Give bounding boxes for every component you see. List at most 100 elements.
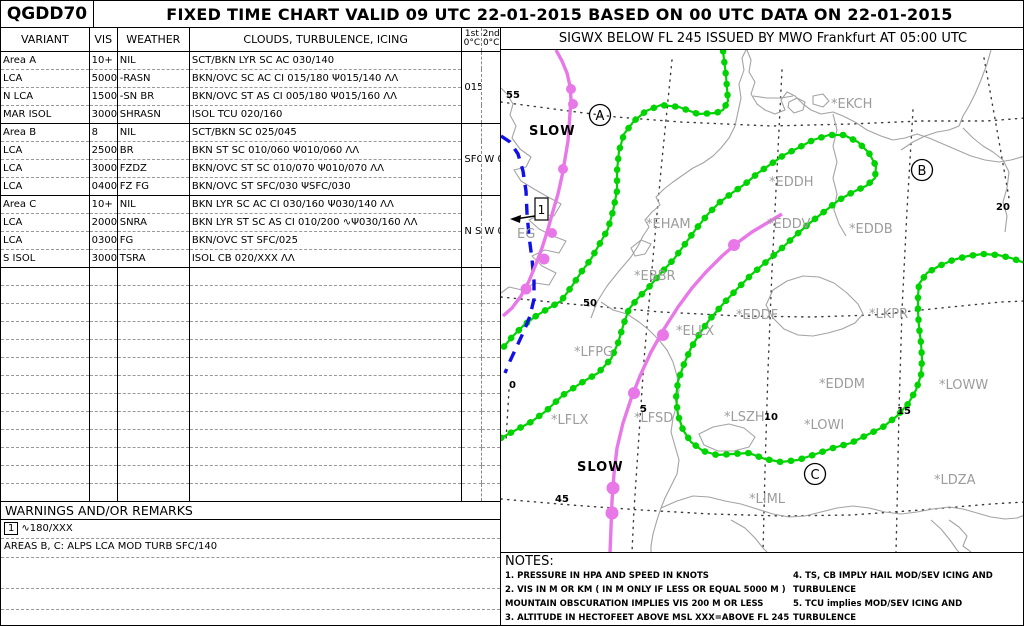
station-lfsd: *LFSD: [634, 411, 673, 426]
area-markers: A B C: [588, 103, 934, 486]
map-panel: SIGWX BELOW FL 245 ISSUED BY MWO Frankfu…: [501, 28, 1023, 625]
table-row: LCA 3000 FZDZ BKN/OVC ST SC 010/070 Ψ010…: [1, 159, 500, 178]
station-eddv: *EDDV: [767, 217, 811, 232]
warnings-row: AREAS B, C: ALPS LCA MOD TURB SFC/140: [1, 539, 500, 558]
note-line: 1. PRESSURE IN HPA AND SPEED IN KNOTS: [505, 571, 709, 581]
note-line: 3. ALTITUDE IN HECTOFEET ABOVE MSL XXX=A…: [505, 613, 790, 623]
freezing-level-2: [481, 51, 500, 124]
warm-front-central: [608, 212, 783, 552]
empty-row: [1, 303, 500, 322]
station-lszh: *LSZH: [724, 410, 765, 425]
table-row: Area B 8 NIL SCT/BKN SC 025/045 SFC W 01…: [1, 123, 500, 196]
station-loww: *LOWW: [939, 378, 988, 393]
empty-row: [1, 411, 500, 430]
station-liml: *LIML: [749, 492, 786, 507]
table-row: N LCA 1500 -SN BR BKN/OVC ST AS CI 005/1…: [1, 87, 500, 106]
station-eddf: *EDDF: [736, 308, 778, 323]
station-ebbr: *EBBR: [634, 269, 676, 284]
front-movement-label: SLOW: [577, 460, 624, 475]
empty-row: [1, 483, 500, 501]
station-eg: EG: [517, 227, 535, 242]
lat-label-45: 45: [555, 494, 569, 505]
lon-label-0: 0: [509, 380, 516, 391]
empty-row: [1, 285, 500, 304]
lon-label-15: 15: [897, 406, 911, 417]
warnings-row: 1 ∿180/XXX: [1, 520, 500, 539]
col-first-freezing: 1st 0°C: [461, 28, 482, 52]
area-marker-c: C: [810, 468, 819, 483]
variant-table-panel: VARIANT VIS WEATHER CLOUDS, TURBULENCE, …: [1, 28, 501, 501]
empty-row: [1, 321, 500, 340]
freezing-level-1: N SFC E 055: [461, 195, 482, 268]
table-row: LCA 0300 FG BKN/OVC ST SFC/025: [1, 231, 500, 250]
station-lflx: *LFLX: [551, 413, 588, 428]
freezing-level-1: 015: [461, 51, 482, 124]
table-row: Area A 10+ NIL SCT/BKN LYR SC AC 030/140…: [1, 51, 500, 124]
map-title: SIGWX BELOW FL 245 ISSUED BY MWO Frankfu…: [501, 28, 1023, 50]
col-variant: VARIANT: [1, 28, 90, 52]
col-second-freezing: 2nd 0°C: [481, 28, 500, 52]
variant-table: VARIANT VIS WEATHER CLOUDS, TURBULENCE, …: [1, 28, 500, 501]
warnings-empty-row: [1, 589, 500, 610]
table-row: LCA 0400 FZ FG BKN/OVC ST SFC/030 ΨSFC/0…: [1, 177, 500, 196]
empty-row: [1, 357, 500, 376]
warnings-panel: WARNINGS AND/OR REMARKS 1 ∿180/XXX AREAS …: [1, 501, 501, 625]
table-header-row: VARIANT VIS WEATHER CLOUDS, TURBULENCE, …: [1, 28, 500, 52]
warnings-title: WARNINGS AND/OR REMARKS: [1, 502, 500, 520]
cloud-area-boundaries: [501, 50, 1023, 466]
lat-label-50: 50: [583, 298, 597, 309]
table-row: LCA 2500 BR BKN ST SC 010/060 Ψ010/060 Λ…: [1, 141, 500, 160]
lon-label-5: 5: [640, 404, 647, 415]
station-labels: *EKCH *EDDH *EDDV *EDDB *EHAM *EBBR *EDD…: [551, 97, 988, 507]
lon-label-20: 20: [996, 202, 1010, 213]
notes-title: NOTES:: [505, 554, 554, 569]
cloud-boundary-main: [501, 133, 1023, 464]
station-ellx: *ELLX: [676, 324, 714, 339]
station-lowi: *LOWI: [804, 418, 844, 433]
chart-code: QGDD70: [1, 1, 94, 27]
marker-number: 1: [538, 203, 546, 217]
notes-panel: NOTES: 1. PRESSURE IN HPA AND SPEED IN K…: [501, 552, 1023, 625]
station-eham: *EHAM: [646, 217, 691, 232]
sigwx-map: EG 1 *EKCH *EDDH: [501, 50, 1023, 552]
graticule: [501, 57, 1023, 552]
station-eddm: *EDDM: [819, 377, 865, 392]
empty-row: [1, 375, 500, 394]
empty-row: [1, 447, 500, 466]
station-ldza: *LDZA: [934, 473, 976, 488]
coordinate-labels: 55 50 45 0 5 10 15 20: [506, 90, 1010, 505]
station-lfpg: *LFPG: [574, 345, 613, 360]
reference-box: 1: [4, 522, 19, 535]
fronts: [501, 50, 783, 552]
freezing-level-2: W 030: [481, 195, 500, 268]
empty-row: [1, 339, 500, 358]
lon-label-10: 10: [764, 412, 778, 423]
front-movement-label: SLOW: [529, 124, 576, 139]
empty-row: [1, 267, 500, 286]
notes-right-column: 4. TS, CB IMPLY HAIL MOD/SEV ICING AND T…: [793, 569, 1021, 625]
station-eddb: *EDDB: [849, 222, 893, 237]
chart-title: FIXED TIME CHART VALID 09 UTC 22-01-2015…: [166, 4, 953, 24]
table-row: LCA 5000 -RASN BKN/OVC SC AC CI 015/180 …: [1, 69, 500, 88]
freezing-level-2: W 010 SE 050: [481, 123, 500, 196]
trough-line: [501, 134, 536, 374]
note-line: 4. TS, CB IMPLY HAIL MOD/SEV ICING AND T…: [793, 571, 993, 595]
station-ekch: *EKCH: [831, 97, 872, 112]
lat-label-55: 55: [506, 90, 520, 101]
mountain-wave-marker: 1: [510, 197, 549, 223]
station-lkpr: *LKPR: [869, 307, 908, 322]
station-eddh: *EDDH: [769, 175, 814, 190]
empty-row: [1, 465, 500, 484]
table-row: MAR ISOL 3000 SHRASN ISOL TCU 020/160: [1, 105, 500, 124]
col-weather: WEATHER: [117, 28, 190, 52]
empty-row: [1, 393, 500, 412]
warnings-empty-row: [1, 558, 500, 589]
freezing-level-1: SFC: [461, 123, 482, 196]
table-row: LCA 2000 SNRA BKN LYR ST SC AS CI 010/20…: [1, 213, 500, 232]
note-line: 5. TCU implies MOD/SEV ICING AND TURBULE…: [793, 599, 963, 623]
col-vis: VIS: [89, 28, 118, 52]
area-marker-a: A: [596, 109, 605, 124]
note-line: MOUNTAIN OBSCURATION IMPLIES VIS 200 M O…: [505, 599, 764, 609]
notes-left-column: 1. PRESSURE IN HPA AND SPEED IN KNOTS 2.…: [505, 569, 793, 625]
